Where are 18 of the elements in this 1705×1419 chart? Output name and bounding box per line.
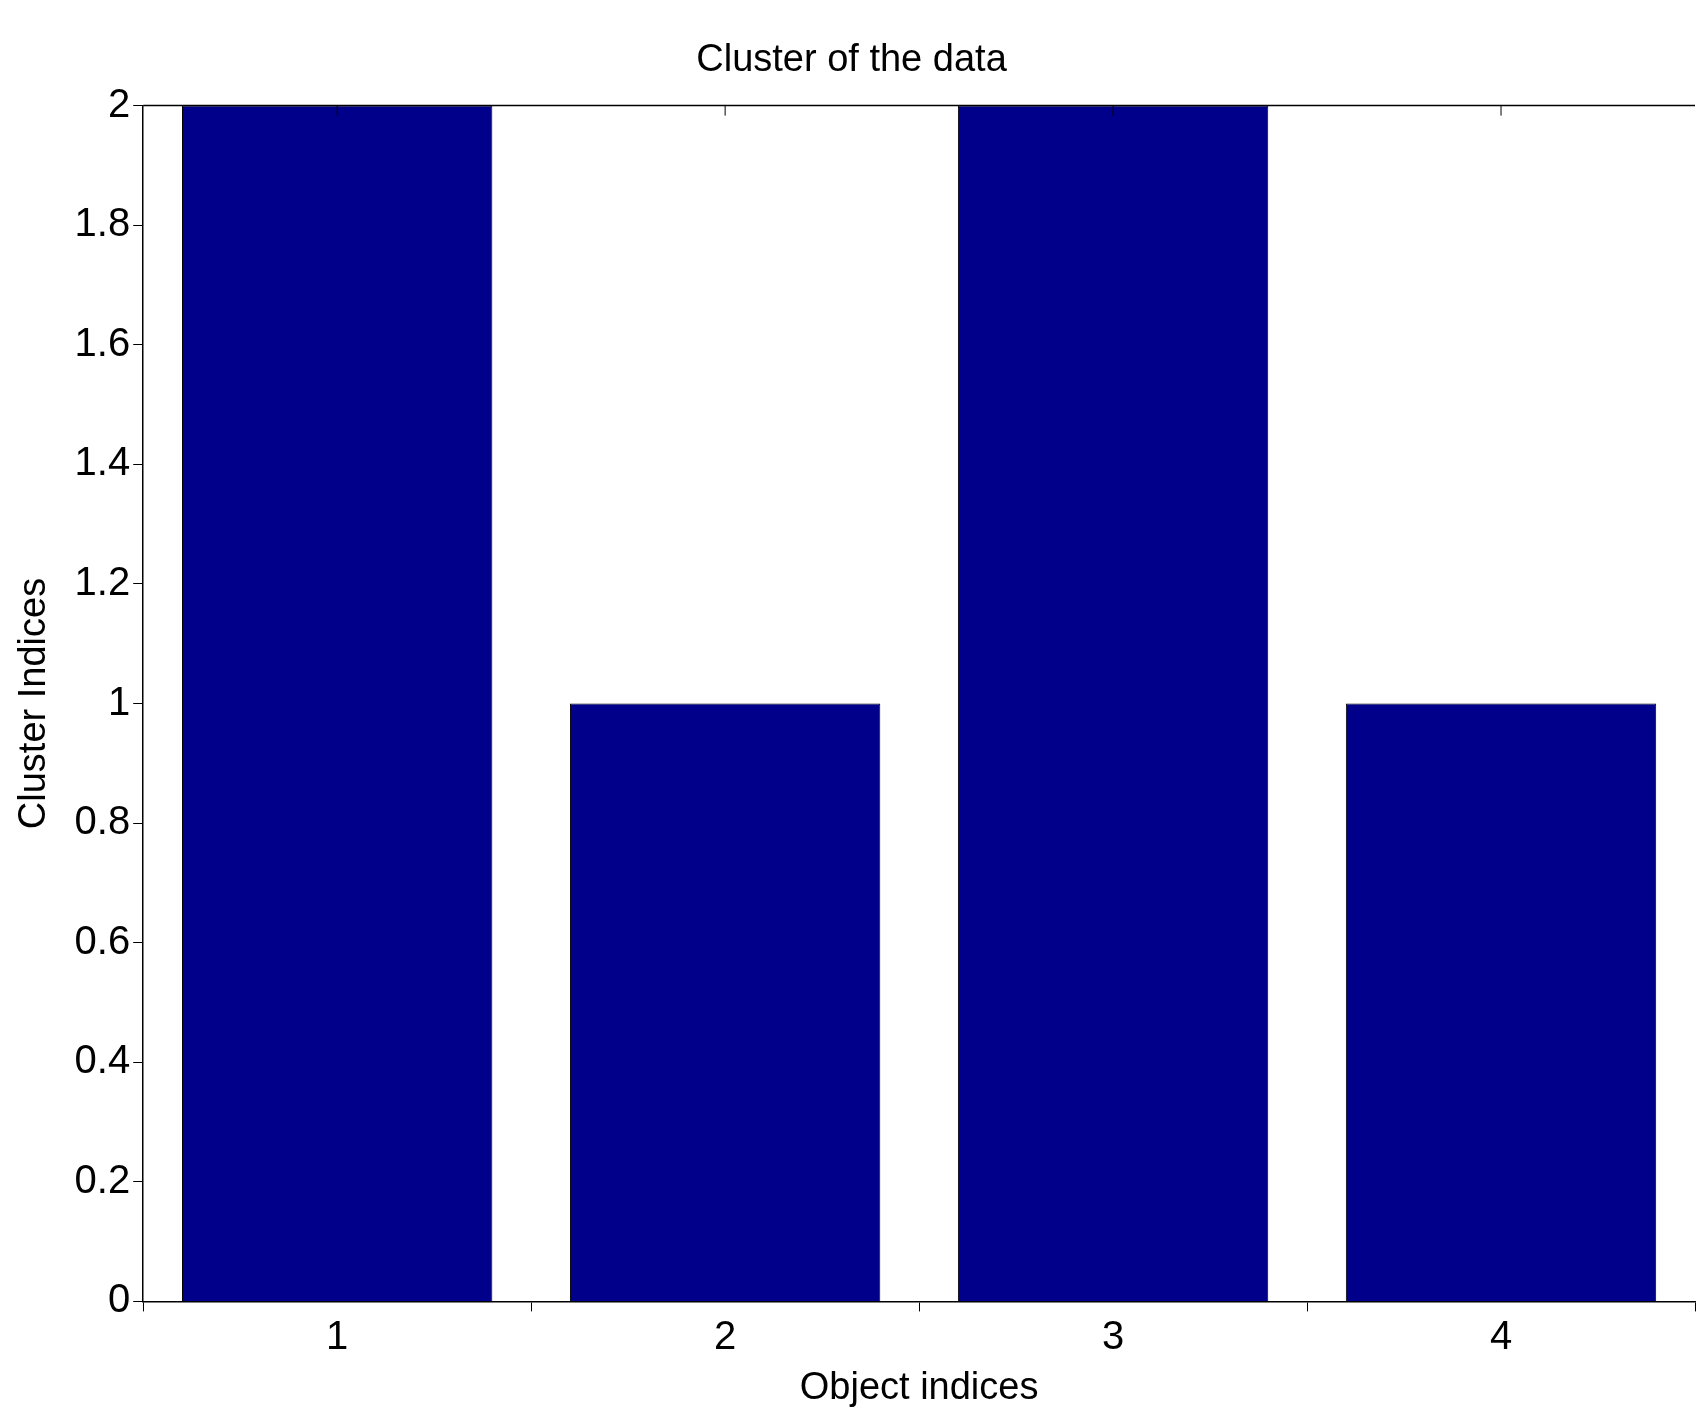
y-axis-title: Cluster Indices [11, 577, 54, 830]
y-tick-label: 1.6 [74, 319, 131, 364]
y-tick-label: 1.2 [74, 558, 131, 603]
x-tick-label: 4 [1489, 1313, 1513, 1358]
x-tick-label: 1 [326, 1313, 349, 1358]
x-axis-title: Object indices [799, 1364, 1039, 1407]
y-tick-label: 0.6 [74, 917, 131, 962]
y-tick-label: 1 [107, 678, 131, 723]
y-tick-label: 2 [107, 80, 131, 125]
y-tick-label: 1.4 [74, 439, 131, 484]
y-tick-label: 0.8 [74, 798, 131, 843]
y-tick-label: 0.2 [74, 1156, 131, 1201]
y-tick-label: 1.8 [74, 200, 131, 245]
chart-title: Cluster of the data [696, 37, 1008, 80]
y-tick-label: 0.4 [74, 1037, 131, 1082]
x-tick-label: 3 [1101, 1313, 1125, 1358]
x-tick-label: 2 [714, 1313, 737, 1358]
y-tick-label: 0 [107, 1276, 131, 1321]
